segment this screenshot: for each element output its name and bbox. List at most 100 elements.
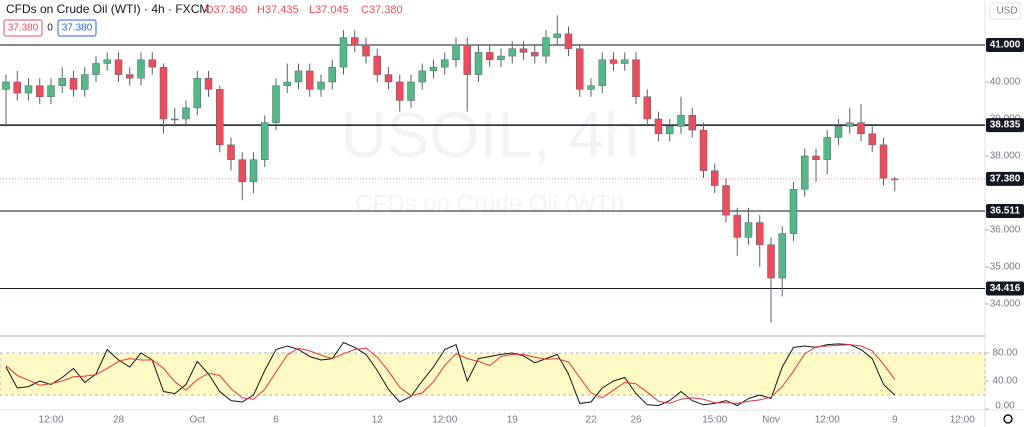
candle-body [238,159,246,183]
x-tick-label: 12:00 [950,415,975,426]
price-button[interactable] [57,19,97,37]
watermark: USOIL, 4h [341,99,640,171]
candle-body [812,155,820,160]
candle-body [508,48,516,57]
candle-body [216,89,224,146]
candle-body [81,74,89,90]
price-button-label[interactable]: 37.380 [8,23,39,34]
watermark-subtitle: CFDs on Crude Oil (WTI) [355,190,624,217]
candle-body [497,55,505,61]
candle-body [373,55,381,75]
y-tick-label: 35.000 [990,262,1021,273]
x-tick-label: 12:00 [432,415,457,426]
candle-body [306,70,314,90]
price-button-label: 0 [47,23,53,34]
oscillator-tick-label: 80.00 [992,348,1017,359]
candle-body [688,115,696,131]
x-tick-label: Oct [189,415,205,426]
oscillator-line [5,344,896,404]
candle-body [643,96,651,120]
candle-body [722,185,730,216]
candle-body [564,33,573,49]
candle-body [632,59,640,98]
x-tick-label: 12 [372,415,384,426]
candle-body [441,59,449,68]
currency-label[interactable]: USD [996,6,1017,17]
candle-body [666,126,674,135]
x-tick-label: 19 [507,415,519,426]
level-label: 34.416 [990,283,1021,294]
currency-box[interactable] [989,2,1021,20]
x-tick-label: 28 [113,415,125,426]
ohlc-value: L37.045 [309,4,349,16]
candle-body [362,44,370,57]
oscillator-tick-label: 0.00 [995,401,1015,412]
last-price-box [986,171,1024,186]
candle-body [36,85,44,98]
candle-body [13,81,21,94]
candle-body [452,44,460,61]
candle-body [767,244,775,279]
candle-body [519,48,528,53]
candle-body [576,48,584,90]
candle-body [823,137,831,160]
level-label-box [986,204,1024,219]
x-tick-label: 9 [892,415,898,426]
ohlc-value: O37.360 [205,4,247,16]
candle-body [193,78,201,109]
candle-body [733,214,741,238]
candle-body [204,78,213,90]
oscillator-tick-label: 40.00 [992,376,1017,387]
candle-body [148,59,156,68]
level-label: 38.835 [990,120,1021,131]
y-tick-label: 34.000 [990,299,1021,310]
x-tick-label: 12:00 [38,415,63,426]
candle-body [531,52,539,57]
x-tick-label: 6 [273,415,279,426]
settings-icon[interactable] [1003,414,1013,424]
candle-body [351,37,359,46]
candle-body [418,70,426,83]
candle-body [699,129,708,172]
x-tick-label: 22 [585,415,597,426]
candle-body [621,59,629,64]
candle-body [834,126,843,138]
candle-body [553,33,561,38]
candle-body [609,59,618,64]
candle-body [182,107,190,120]
candle-body [137,59,145,79]
candle-body [857,122,865,135]
candle-body [474,52,483,75]
candle-body [868,133,876,146]
candle-body [261,122,269,160]
candle-body [654,118,663,135]
candle-body [846,122,854,127]
candle-body [407,81,415,101]
candle-body [677,115,685,127]
candle-body [542,37,550,57]
candle-body [103,59,111,64]
level-label-box [986,281,1024,296]
candle-body [47,85,55,98]
level-label: 41.000 [990,40,1021,51]
candle-body [159,66,168,120]
ohlc-value: H37.435 [257,4,299,16]
price-button[interactable] [3,19,43,37]
candle-body [744,222,753,238]
candle-body [92,63,100,75]
candle-body [317,81,325,90]
candle-body [463,44,471,75]
candle-body [69,78,78,90]
candle-body [598,59,606,86]
x-tick-label: 12:00 [815,415,840,426]
candle-body [272,85,280,123]
candle-body [283,81,291,86]
candle-body [339,37,348,68]
price-button-label[interactable]: 37.380 [62,23,93,34]
candle-body [486,52,494,61]
candle-body [294,70,303,83]
level-label-box [986,37,1024,52]
x-tick-label: Nov [762,415,780,426]
candle-body [114,59,123,75]
